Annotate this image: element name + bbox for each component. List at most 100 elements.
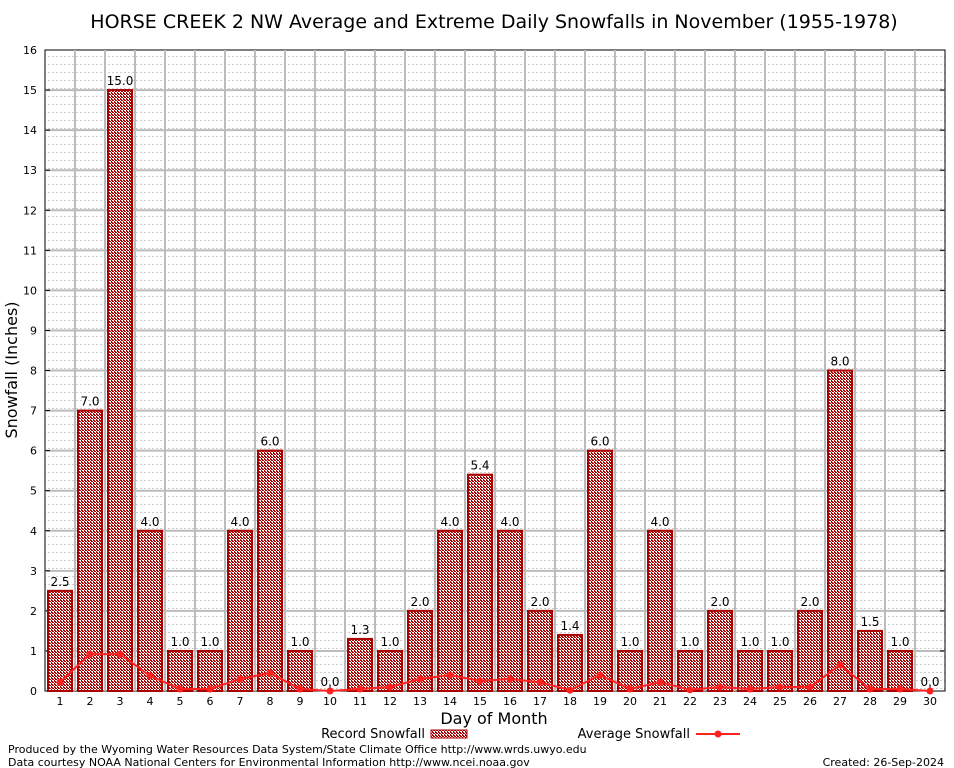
bar-data-label: 1.0 (200, 635, 219, 649)
average-point (866, 685, 874, 693)
x-tick-label: 7 (237, 695, 244, 708)
y-tick-label: 5 (30, 485, 37, 498)
record-bar (527, 609, 553, 692)
average-point (836, 661, 844, 669)
legend-average-label: Average Snowfall (578, 727, 690, 742)
x-tick-label: 24 (743, 695, 757, 708)
record-bar (557, 633, 583, 692)
record-bar (437, 529, 463, 692)
y-tick-label: 13 (23, 164, 37, 177)
average-point (326, 687, 334, 695)
record-bar (497, 529, 523, 692)
y-tick-label: 8 (30, 365, 37, 378)
bar-data-label: 2.5 (50, 575, 69, 589)
average-point (236, 675, 244, 683)
y-tick-label: 10 (23, 284, 37, 297)
x-tick-label: 20 (623, 695, 637, 708)
average-point (146, 672, 154, 680)
x-tick-label: 1 (57, 695, 64, 708)
record-bar (257, 449, 283, 692)
average-point (626, 685, 634, 693)
average-point (116, 650, 124, 658)
x-tick-label: 12 (383, 695, 397, 708)
bar-data-label: 1.0 (170, 635, 189, 649)
bar-data-label: 1.0 (380, 635, 399, 649)
x-tick-label: 23 (713, 695, 727, 708)
record-bar (77, 409, 103, 692)
footer-courtesy: Data courtesy NOAA National Centers for … (8, 756, 530, 768)
bar-data-label: 4.0 (650, 515, 669, 529)
record-bar (857, 629, 883, 692)
x-axis-label: Day of Month (440, 709, 547, 728)
bar-data-label: 8.0 (830, 355, 849, 369)
average-point (686, 686, 694, 694)
x-tick-label: 5 (177, 695, 184, 708)
record-bar (587, 449, 613, 692)
bar-data-label: 2.0 (410, 595, 429, 609)
x-tick-label: 6 (207, 695, 214, 708)
footer-created: Created: 26-Sep-2024 (823, 756, 944, 768)
x-tick-label: 16 (503, 695, 517, 708)
average-point (386, 683, 394, 691)
footer-produced: Produced by the Wyoming Water Resources … (8, 743, 587, 756)
x-tick-label: 11 (353, 695, 367, 708)
x-tick-label: 21 (653, 695, 667, 708)
average-point (596, 671, 604, 679)
bar-data-label: 15.0 (107, 74, 134, 88)
average-point (896, 685, 904, 693)
x-tick-label: 3 (117, 695, 124, 708)
y-tick-label: 11 (23, 244, 37, 257)
y-tick-label: 7 (30, 405, 37, 418)
x-tick-label: 30 (923, 695, 937, 708)
bar-data-label: 0.0 (920, 675, 939, 689)
average-point (656, 678, 664, 686)
y-tick-label: 4 (30, 525, 37, 538)
x-tick-label: 4 (147, 695, 154, 708)
y-tick-label: 6 (30, 445, 37, 458)
x-tick-label: 2 (87, 695, 94, 708)
bar-data-label: 5.4 (470, 459, 489, 473)
x-tick-label: 14 (443, 695, 457, 708)
chart-title: HORSE CREEK 2 NW Average and Extreme Dai… (90, 11, 897, 33)
y-tick-label: 9 (30, 324, 37, 337)
x-tick-label: 29 (893, 695, 907, 708)
x-tick-label: 27 (833, 695, 847, 708)
bar-data-label: 0.0 (320, 675, 339, 689)
x-tick-label: 17 (533, 695, 547, 708)
bar-data-label: 1.0 (740, 635, 759, 649)
record-bar (737, 649, 763, 692)
y-tick-label: 3 (30, 565, 37, 578)
bar-data-label: 4.0 (440, 515, 459, 529)
x-tick-label: 19 (593, 695, 607, 708)
bar-data-label: 4.0 (230, 515, 249, 529)
average-point (416, 675, 424, 683)
x-tick-label: 13 (413, 695, 427, 708)
bar-data-label: 6.0 (590, 435, 609, 449)
record-bar (827, 369, 853, 692)
x-tick-label: 26 (803, 695, 817, 708)
bar-data-label: 1.0 (890, 635, 909, 649)
y-tick-label: 14 (23, 124, 37, 137)
y-tick-label: 1 (30, 645, 37, 658)
record-bar (467, 473, 493, 692)
average-point (746, 685, 754, 693)
record-bar (197, 649, 223, 692)
average-point (776, 683, 784, 691)
y-axis-label: Snowfall (Inches) (2, 301, 21, 438)
bar-data-label: 2.0 (530, 595, 549, 609)
average-point (296, 685, 304, 693)
x-tick-label: 25 (773, 695, 787, 708)
bar-data-label: 2.0 (710, 595, 729, 609)
legend-average-marker (714, 730, 722, 738)
x-tick-label: 18 (563, 695, 577, 708)
average-point (566, 686, 574, 694)
record-bar (677, 649, 703, 692)
average-point (56, 678, 64, 686)
x-tick-label: 15 (473, 695, 487, 708)
record-bar (797, 609, 823, 692)
bar-data-label: 1.0 (620, 635, 639, 649)
average-point (806, 683, 814, 691)
record-bar (167, 649, 193, 692)
record-bar (707, 609, 733, 692)
average-point (266, 669, 274, 677)
